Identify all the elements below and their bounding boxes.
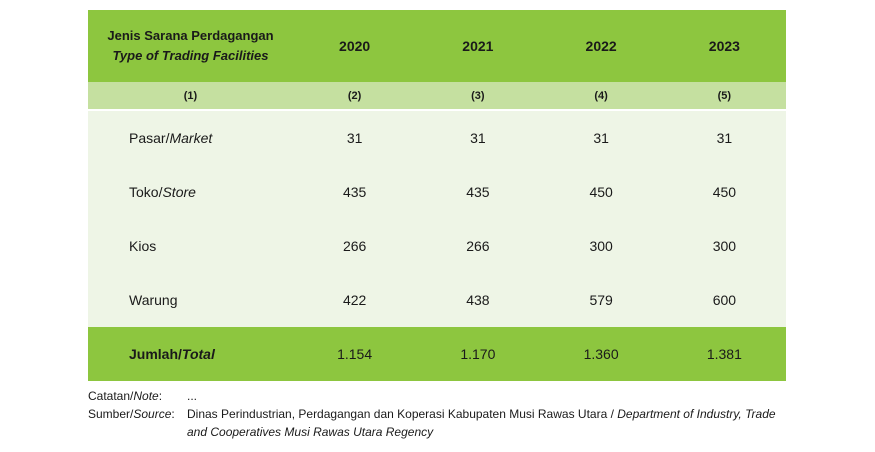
total-cell: 1.381 (706, 346, 742, 362)
total-label: Jumlah/Total (129, 346, 215, 362)
table-cell: 31 (346, 130, 363, 146)
header-year: 2020 (339, 38, 371, 54)
table-cell: 435 (466, 184, 490, 200)
table-cell: 579 (589, 292, 613, 308)
column-number-row: (1) (2) (3) (4) (5) (88, 82, 786, 109)
note-label: Catatan/Note: (88, 389, 163, 403)
table-row: Warung 422 438 579 600 (88, 273, 786, 327)
table-row: Kios 266 266 300 300 (88, 219, 786, 273)
source-value: Dinas Perindustrian, Perdagangan dan Kop… (187, 407, 776, 439)
column-number: (4) (594, 89, 608, 102)
table-cell: 300 (712, 238, 737, 254)
row-label: Warung (129, 292, 178, 308)
source-line: Sumber/Source: Dinas Perindustrian, Perd… (88, 405, 788, 441)
table-cell: 450 (712, 184, 737, 200)
header-facility-type: Jenis Sarana Perdagangan Type of Trading… (88, 26, 293, 66)
total-cell: 1.360 (583, 346, 619, 362)
table-cell: 31 (716, 130, 733, 146)
table-cell: 300 (589, 238, 613, 254)
row-label: Kios (129, 238, 157, 254)
header-label-id: Jenis Sarana Perdagangan (107, 28, 274, 43)
table-header-row: Jenis Sarana Perdagangan Type of Trading… (88, 10, 786, 82)
table-cell: 600 (712, 292, 737, 308)
table-cell: 266 (342, 238, 367, 254)
table-cell: 31 (593, 130, 609, 146)
total-cell: 1.170 (460, 346, 496, 362)
row-label: Pasar/Market (129, 130, 213, 146)
header-year: 2021 (462, 38, 494, 54)
column-number: (5) (717, 89, 732, 102)
total-cell: 1.154 (337, 346, 373, 362)
table-row: Toko/Store 435 435 450 450 (88, 165, 786, 219)
table-cell: 450 (589, 184, 613, 200)
table-cell: 422 (342, 292, 367, 308)
row-label: Toko/Store (129, 184, 196, 200)
table-notes: Catatan/Note: ... Sumber/Source: Dinas P… (88, 387, 788, 441)
trading-facilities-table: Jenis Sarana Perdagangan Type of Trading… (88, 10, 786, 381)
table-cell: 435 (342, 184, 367, 200)
table-cell: 438 (466, 292, 490, 308)
header-year: 2023 (708, 38, 740, 54)
table-cell: 266 (466, 238, 490, 254)
note-line: Catatan/Note: ... (88, 387, 788, 405)
header-label-en: Type of Trading Facilities (112, 48, 269, 63)
source-label: Sumber/Source: (88, 407, 175, 421)
table-row: Pasar/Market 31 31 31 31 (88, 111, 786, 165)
total-row: Jumlah/Total 1.154 1.170 1.360 1.381 (88, 327, 786, 381)
table-cell: 31 (470, 130, 486, 146)
column-number: (2) (347, 89, 362, 102)
column-number: (3) (471, 89, 485, 102)
column-number: (1) (183, 89, 198, 102)
note-value: ... (187, 389, 198, 403)
header-year: 2022 (585, 38, 617, 54)
